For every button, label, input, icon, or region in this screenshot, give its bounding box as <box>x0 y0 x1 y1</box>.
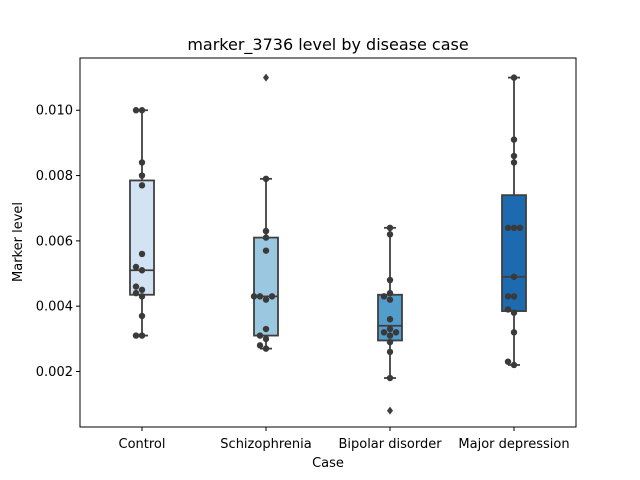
data-point <box>138 332 146 339</box>
data-point <box>138 312 146 320</box>
data-point <box>138 159 146 166</box>
data-point <box>504 293 512 300</box>
x-tick-label: Major depression <box>458 437 569 452</box>
data-point <box>510 309 518 316</box>
outlier-marker <box>263 73 269 82</box>
data-point <box>268 293 276 300</box>
data-point <box>386 332 394 339</box>
x-tick-label: Bipolar disorder <box>338 437 442 452</box>
data-point <box>510 361 518 369</box>
data-point <box>262 234 270 241</box>
data-point <box>250 293 258 300</box>
data-point <box>138 107 146 114</box>
data-point <box>262 247 270 254</box>
data-point <box>510 74 518 81</box>
y-tick-label: 0.004 <box>36 300 73 315</box>
y-tick-label: 0.002 <box>36 365 73 380</box>
data-point <box>262 296 270 303</box>
data-point <box>132 289 140 297</box>
data-point <box>386 316 394 323</box>
plot-frame <box>79 57 577 428</box>
data-point <box>132 283 140 290</box>
y-axis: 0.002 0.004 0.006 0.008 0.010 <box>36 104 80 380</box>
data-point <box>138 293 146 300</box>
data-point <box>262 227 270 235</box>
data-point <box>262 345 270 352</box>
box-group-major-depression <box>501 74 527 369</box>
y-tick-label: 0.010 <box>36 104 73 119</box>
x-axis-label: Case <box>312 456 344 471</box>
y-tick-label: 0.008 <box>36 169 73 184</box>
x-tick-label: Schizophrenia <box>220 437 311 452</box>
data-point <box>386 374 394 382</box>
data-point <box>386 325 394 333</box>
chart-title: marker_3736 level by disease case <box>187 35 468 55</box>
data-point <box>138 172 146 179</box>
data-point <box>510 152 518 160</box>
data-point <box>386 276 394 284</box>
data-point <box>132 107 140 114</box>
data-point <box>516 224 524 232</box>
data-point <box>386 289 394 297</box>
data-point <box>132 263 140 271</box>
data-point <box>256 332 264 339</box>
data-point <box>510 159 518 166</box>
data-point <box>256 293 264 300</box>
data-point <box>262 175 270 183</box>
plot-area <box>129 73 527 415</box>
y-axis-label: Marker level <box>11 202 26 282</box>
data-point <box>132 332 140 339</box>
data-point <box>138 182 146 189</box>
data-point <box>138 250 146 258</box>
data-point <box>386 231 394 238</box>
box-group-schizophrenia <box>250 73 279 352</box>
outlier-marker <box>387 406 393 415</box>
data-point <box>380 293 388 300</box>
data-point <box>380 329 388 336</box>
data-point <box>386 348 394 356</box>
data-point <box>504 306 512 313</box>
data-point <box>138 267 146 274</box>
data-point <box>392 329 400 336</box>
data-point <box>386 338 394 346</box>
data-point <box>510 273 518 280</box>
box-group-control <box>129 107 155 339</box>
box-group-bipolar-disorder <box>377 224 403 415</box>
data-point <box>504 358 512 365</box>
data-point <box>510 329 518 336</box>
y-tick-label: 0.006 <box>36 234 73 249</box>
data-point <box>262 325 270 333</box>
data-point <box>510 136 518 143</box>
data-point <box>510 293 518 300</box>
x-tick-label: Control <box>119 437 166 452</box>
data-point <box>386 296 394 303</box>
box-iqr <box>501 194 527 312</box>
box-iqr <box>129 179 155 296</box>
data-point <box>504 224 512 232</box>
x-axis: Control Schizophrenia Bipolar disorder Majo… <box>119 427 570 452</box>
data-point <box>256 342 264 349</box>
data-point <box>138 286 146 294</box>
data-point <box>386 224 394 232</box>
data-point <box>262 335 270 343</box>
data-point <box>510 224 518 232</box>
